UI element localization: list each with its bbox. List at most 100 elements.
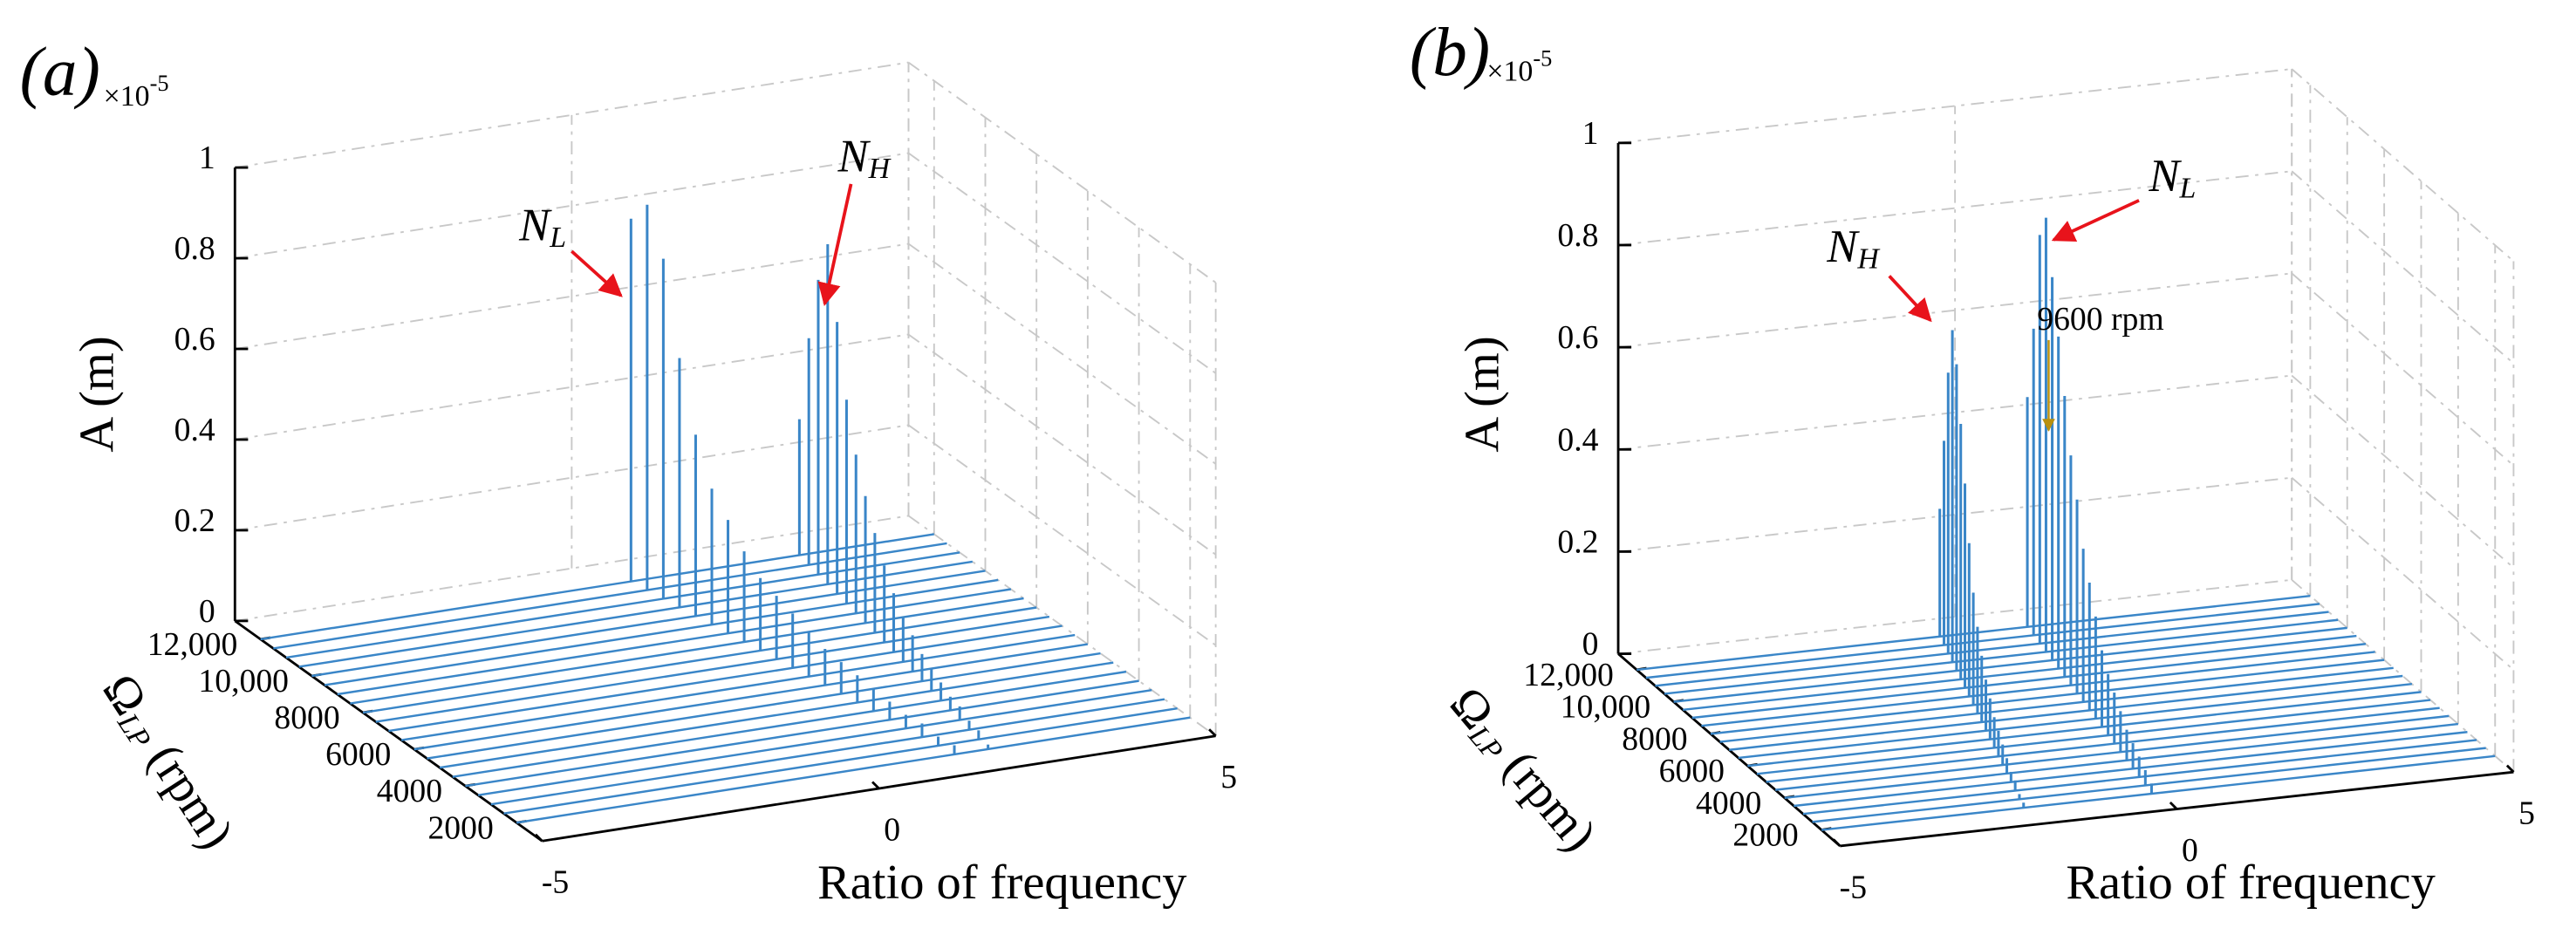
panel-label: (a) xyxy=(20,35,100,111)
grid-line xyxy=(2291,476,2515,671)
x-axis-label: Ratio of frequency xyxy=(817,856,1187,910)
row-baseline xyxy=(298,560,974,668)
annotation: NL xyxy=(518,201,566,254)
y-tick-label: 10,000 xyxy=(198,663,289,700)
row-baseline xyxy=(324,578,999,686)
z-tick-label: 0.2 xyxy=(1557,524,1598,561)
row-baseline xyxy=(1812,747,2486,823)
row-baseline xyxy=(477,688,1152,796)
row-baseline xyxy=(427,652,1101,760)
row-baseline xyxy=(1794,731,2468,808)
grid-line xyxy=(1617,374,2292,451)
z-axis-label: A (m) xyxy=(1455,336,1509,452)
row-baseline xyxy=(1738,682,2413,760)
y-tick-label: 2000 xyxy=(1732,817,1798,854)
row-baseline xyxy=(1701,651,2375,727)
grid-line xyxy=(235,61,909,169)
x-tick xyxy=(534,833,543,843)
y-tick-label: 6000 xyxy=(1659,753,1725,789)
row-baseline xyxy=(1756,699,2431,775)
row-baseline xyxy=(1784,722,2459,800)
annotation-main: N xyxy=(518,201,552,251)
y-tick-label: 12,000 xyxy=(147,626,238,663)
annotation-sub: H xyxy=(868,153,892,185)
y-tick-label: 8000 xyxy=(1622,720,1687,757)
y-label-rest: (rpm) xyxy=(131,724,244,857)
exponent-base: ×10 xyxy=(104,80,150,113)
panel-label: (b) xyxy=(1410,15,1490,91)
grid-line xyxy=(1617,68,2292,144)
annotation-sub: L xyxy=(2179,172,2197,204)
y-tick-label: 12,000 xyxy=(1523,657,1614,693)
row-baseline xyxy=(260,533,934,641)
row-baseline xyxy=(273,542,947,650)
grid-line xyxy=(907,61,1217,283)
annotation-sub: H xyxy=(1856,242,1880,275)
grid-line xyxy=(2291,272,2515,467)
annotation-main: N xyxy=(837,132,871,182)
grid-line xyxy=(907,515,1217,737)
z-tick-label: 0.2 xyxy=(174,502,215,539)
row-baseline xyxy=(1691,643,2367,720)
exponent-power: -5 xyxy=(150,71,169,96)
row-baseline xyxy=(1710,659,2385,735)
exponent: ×10-5 xyxy=(104,71,169,113)
y-tick-label: 8000 xyxy=(274,700,339,736)
y-tick-label: 4000 xyxy=(377,773,442,809)
row-baseline xyxy=(362,606,1037,714)
grid-line xyxy=(2291,374,2515,569)
z-tick-label: 0.6 xyxy=(1557,319,1598,356)
x-tick xyxy=(1208,728,1217,737)
x-tick xyxy=(2505,764,2515,774)
z-tick-label: 0.4 xyxy=(1557,421,1598,458)
z-axis-label: A (m) xyxy=(71,336,125,452)
row-baseline xyxy=(1729,674,2403,751)
y-tick-label: 2000 xyxy=(427,809,493,846)
grid-line xyxy=(907,333,1217,556)
row-baseline xyxy=(1774,714,2450,791)
annotation: NL xyxy=(2148,151,2196,204)
annotation-arrow xyxy=(1888,275,1932,323)
annotation-arrow xyxy=(571,249,623,297)
row-baseline xyxy=(400,633,1076,741)
y-tick-label: 10,000 xyxy=(1561,689,1651,726)
grid-line xyxy=(2291,170,2515,365)
row-baseline xyxy=(490,698,1165,806)
annotation: NH xyxy=(837,132,891,185)
x-tick-label: 5 xyxy=(1220,759,1237,795)
x-tick-label: -5 xyxy=(1840,869,1867,905)
y-tick-label: 6000 xyxy=(325,736,391,773)
exponent-base: ×10 xyxy=(1486,56,1533,88)
grid-line xyxy=(235,424,909,531)
grid-line xyxy=(235,333,909,440)
annotation-main: N xyxy=(1826,222,1860,272)
grid-line xyxy=(1617,272,2292,349)
row-baseline xyxy=(1664,618,2339,695)
grid-line xyxy=(2291,68,2515,263)
z-tick-label: 0.4 xyxy=(174,412,215,448)
row-baseline xyxy=(311,570,986,678)
x-tick xyxy=(1832,838,1841,847)
row-baseline xyxy=(375,615,1050,723)
grid-line xyxy=(235,152,909,259)
z-tick-label: 1 xyxy=(1582,115,1599,152)
grid-line xyxy=(1617,578,2292,655)
grid-line xyxy=(235,242,909,350)
grid-line xyxy=(1617,170,2292,246)
annotation: NH xyxy=(1826,222,1880,275)
annotation: 9600 rpm xyxy=(2037,301,2163,338)
x-tick-label: -5 xyxy=(542,864,569,901)
grid-line xyxy=(907,424,1217,646)
row-baseline xyxy=(413,643,1089,751)
y-label-rest: (rpm) xyxy=(1485,732,1606,862)
row-baseline xyxy=(1747,691,2422,768)
row-baseline xyxy=(465,679,1139,788)
row-baseline xyxy=(452,670,1127,778)
row-baseline xyxy=(1719,666,2394,743)
x-tick xyxy=(871,781,880,789)
x-axis-label: Ratio of frequency xyxy=(2066,856,2436,910)
annotation-arrow xyxy=(817,183,853,306)
exponent-power: -5 xyxy=(1533,46,1552,72)
x-tick xyxy=(2169,802,2178,810)
